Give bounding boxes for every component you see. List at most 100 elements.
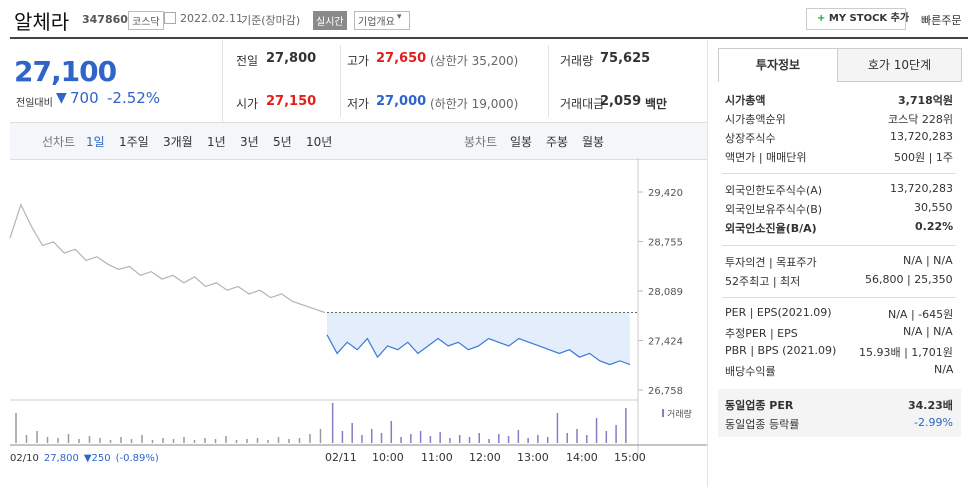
panel-tab-rule (837, 81, 961, 82)
info-value: 13,720,283 (890, 130, 953, 143)
y-tick-label: 28,755 (648, 237, 683, 248)
volume-bar (517, 430, 520, 443)
info-label: 투자의견 | 목표주가 (725, 256, 817, 269)
summary-note: (하한가 19,000) (430, 97, 519, 111)
volume-bar (15, 413, 17, 443)
tab-label: 봉차트 (464, 135, 498, 149)
volume-bar (277, 437, 280, 443)
volume-bar (235, 440, 238, 443)
footer-change: ▼250 (84, 453, 111, 464)
volume-bar (99, 438, 101, 443)
info-label: 동일업종 PER (725, 399, 794, 412)
x-label: 12:00 (469, 451, 501, 464)
divider (548, 45, 549, 117)
panel-tab[interactable]: 호가 10단계 (837, 48, 962, 82)
period-tab[interactable]: 5년 (273, 135, 292, 149)
period-tab[interactable]: 1주일 (119, 135, 149, 149)
candle-tab[interactable]: 주봉 (546, 135, 569, 149)
my-stock-button[interactable]: + MY STOCK 추가 (806, 8, 910, 30)
volume-bar (88, 436, 91, 443)
volume-bar (351, 423, 353, 443)
basis: 기준(장마감) (241, 14, 301, 27)
summary-unit: 백만 (645, 97, 668, 111)
volume-bar (109, 440, 112, 443)
date: 2022.02.11 (180, 12, 243, 25)
summary-label: 전일 (236, 54, 259, 68)
divider (707, 40, 708, 487)
info-value: 코스닥 228위 (888, 113, 953, 126)
summary-note: (상한가 35,200) (430, 54, 519, 68)
footer-rate: (-0.89%) (116, 453, 159, 464)
volume-bar (566, 433, 568, 443)
volume-bar (36, 431, 38, 443)
info-value: 500원 | 1주 (894, 151, 953, 164)
quick-order[interactable]: 빠른주문 (921, 14, 962, 27)
market-badge: 코스닥 (128, 11, 164, 30)
period-tab[interactable]: 3개월 (163, 135, 193, 149)
volume-bar (507, 436, 510, 443)
x-label: 15:00 (614, 451, 646, 464)
change-value: 700 (70, 89, 99, 107)
volume-legend: 거래량 (667, 408, 692, 420)
group-rule (722, 173, 956, 174)
info-value: N/A | N/A (903, 325, 953, 338)
info-label: PER | EPS(2021.09) (725, 306, 832, 319)
y-tick-label: 27,424 (648, 336, 683, 347)
info-value: 34.23배 (908, 399, 953, 412)
summary-label: 고가 (347, 54, 370, 68)
panel-tab[interactable]: 투자정보 (718, 48, 838, 82)
volume-bar (400, 437, 402, 443)
info-value: 56,800 | 25,350 (865, 273, 953, 286)
calendar-icon (164, 12, 176, 24)
industry-box (718, 389, 961, 437)
volume-bar (478, 433, 480, 443)
y-tick-label: 29,420 (648, 188, 683, 199)
base-area (327, 312, 630, 365)
summary-value: 27,150 (266, 94, 317, 109)
summary-value: 75,625 (600, 51, 651, 66)
volume-bar (267, 440, 269, 443)
candle-tab[interactable]: 일봉 (510, 135, 533, 149)
period-tab[interactable]: 1년 (207, 135, 226, 149)
info-label: 외국인보유주식수(B) (725, 203, 823, 216)
volume-bar (246, 439, 248, 443)
x-label: 11:00 (421, 451, 453, 464)
candle-tab[interactable]: 월봉 (582, 135, 605, 149)
info-value: N/A (934, 363, 954, 376)
overview-dropdown[interactable]: 기업개요 (354, 11, 410, 30)
info-label: 액면가 | 매매단위 (725, 151, 807, 164)
info-value: 0.22% (915, 220, 954, 233)
volume-bar (390, 421, 393, 443)
summary-value: 27,800 (266, 51, 317, 66)
period-tab[interactable]: 1일 (86, 135, 105, 149)
stock-name: 알체라 (14, 10, 70, 34)
period-tab[interactable]: 3년 (240, 135, 259, 149)
volume-bar (120, 437, 122, 443)
info-label: 동일업종 등락률 (725, 418, 800, 431)
volume-bar (527, 438, 529, 443)
price-line (326, 334, 631, 366)
volume-bar (151, 440, 154, 443)
volume-bar (370, 429, 373, 443)
change-rate: -2.52% (107, 89, 161, 107)
period-tab[interactable]: 10년 (306, 135, 333, 149)
volume-bar (214, 439, 217, 443)
price-chart: 29,420 28,755 28,089 27,424 26,758 거래량 02/11 10… (9, 158, 707, 464)
realtime-badge[interactable]: 실시간 (313, 11, 347, 30)
volume-bar (341, 431, 344, 443)
x-label: 10:00 (372, 451, 404, 464)
volume-bar (67, 434, 70, 443)
info-label: 추정PER | EPS (725, 327, 798, 340)
volume-bar (225, 436, 227, 443)
volume-bar (288, 439, 290, 443)
summary-label: 시가 (236, 97, 259, 111)
volume-bar (537, 435, 539, 443)
header-rule (10, 37, 968, 39)
info-label: 외국인소진율(B/A) (725, 222, 817, 235)
volume-bar (498, 434, 500, 443)
group-rule (722, 297, 956, 298)
my-stock-label: MY STOCK 추가 (828, 13, 910, 24)
info-value: 3,718억원 (898, 94, 954, 107)
info-label: 시가총액 (725, 94, 766, 107)
